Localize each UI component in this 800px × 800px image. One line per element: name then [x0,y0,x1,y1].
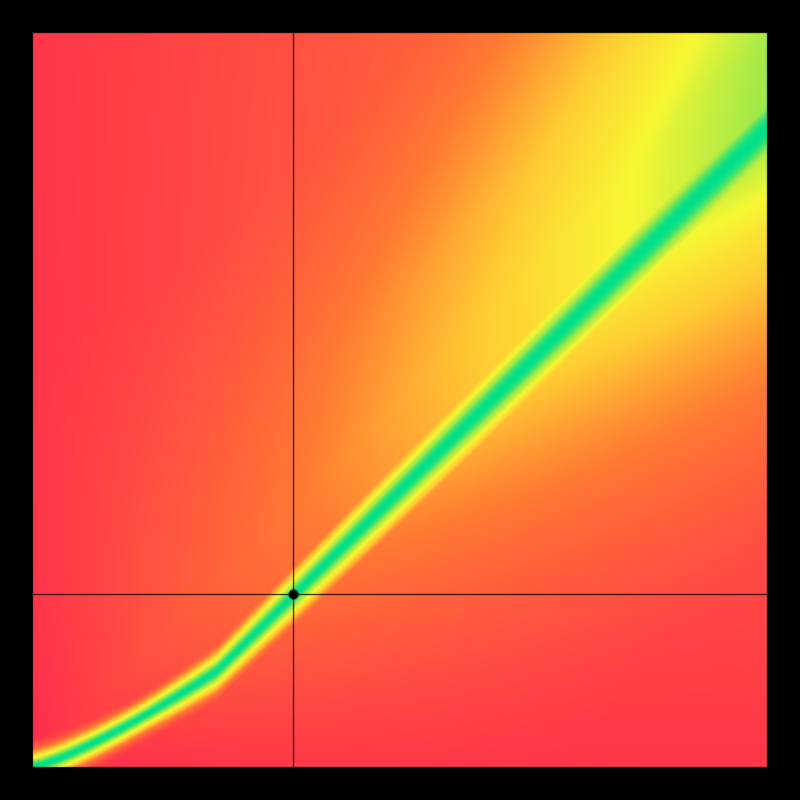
bottleneck-heatmap [0,0,800,800]
root: TheBottleneck.com [0,0,800,800]
